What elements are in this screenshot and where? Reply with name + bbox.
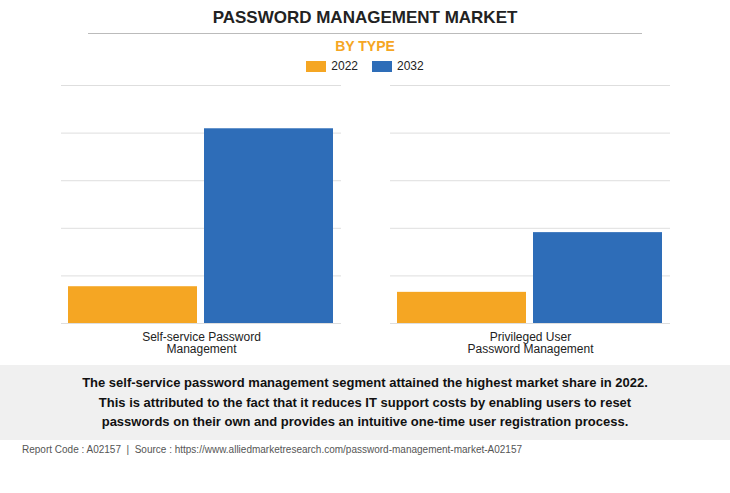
html-text:BY TYPE: BY TYPE xyxy=(335,38,395,54)
html-text:Report Code : A02157 | Source: Report Code : A02157 | Source : https://… xyxy=(22,443,523,455)
svg-text:Self-service PasswordManagemen: Self-service PasswordManagement xyxy=(142,330,261,356)
html-text:The self-service password mana: The self-service password management seg… xyxy=(82,375,648,429)
svg-text:Privileged UserPassword Manage: Privileged UserPassword Management xyxy=(467,330,594,356)
html-text:2022: 2022 xyxy=(331,59,358,73)
html-text:PASSWORD MANAGEMENT MARKET: PASSWORD MANAGEMENT MARKET xyxy=(212,8,518,27)
html-text:2032: 2032 xyxy=(397,59,424,73)
